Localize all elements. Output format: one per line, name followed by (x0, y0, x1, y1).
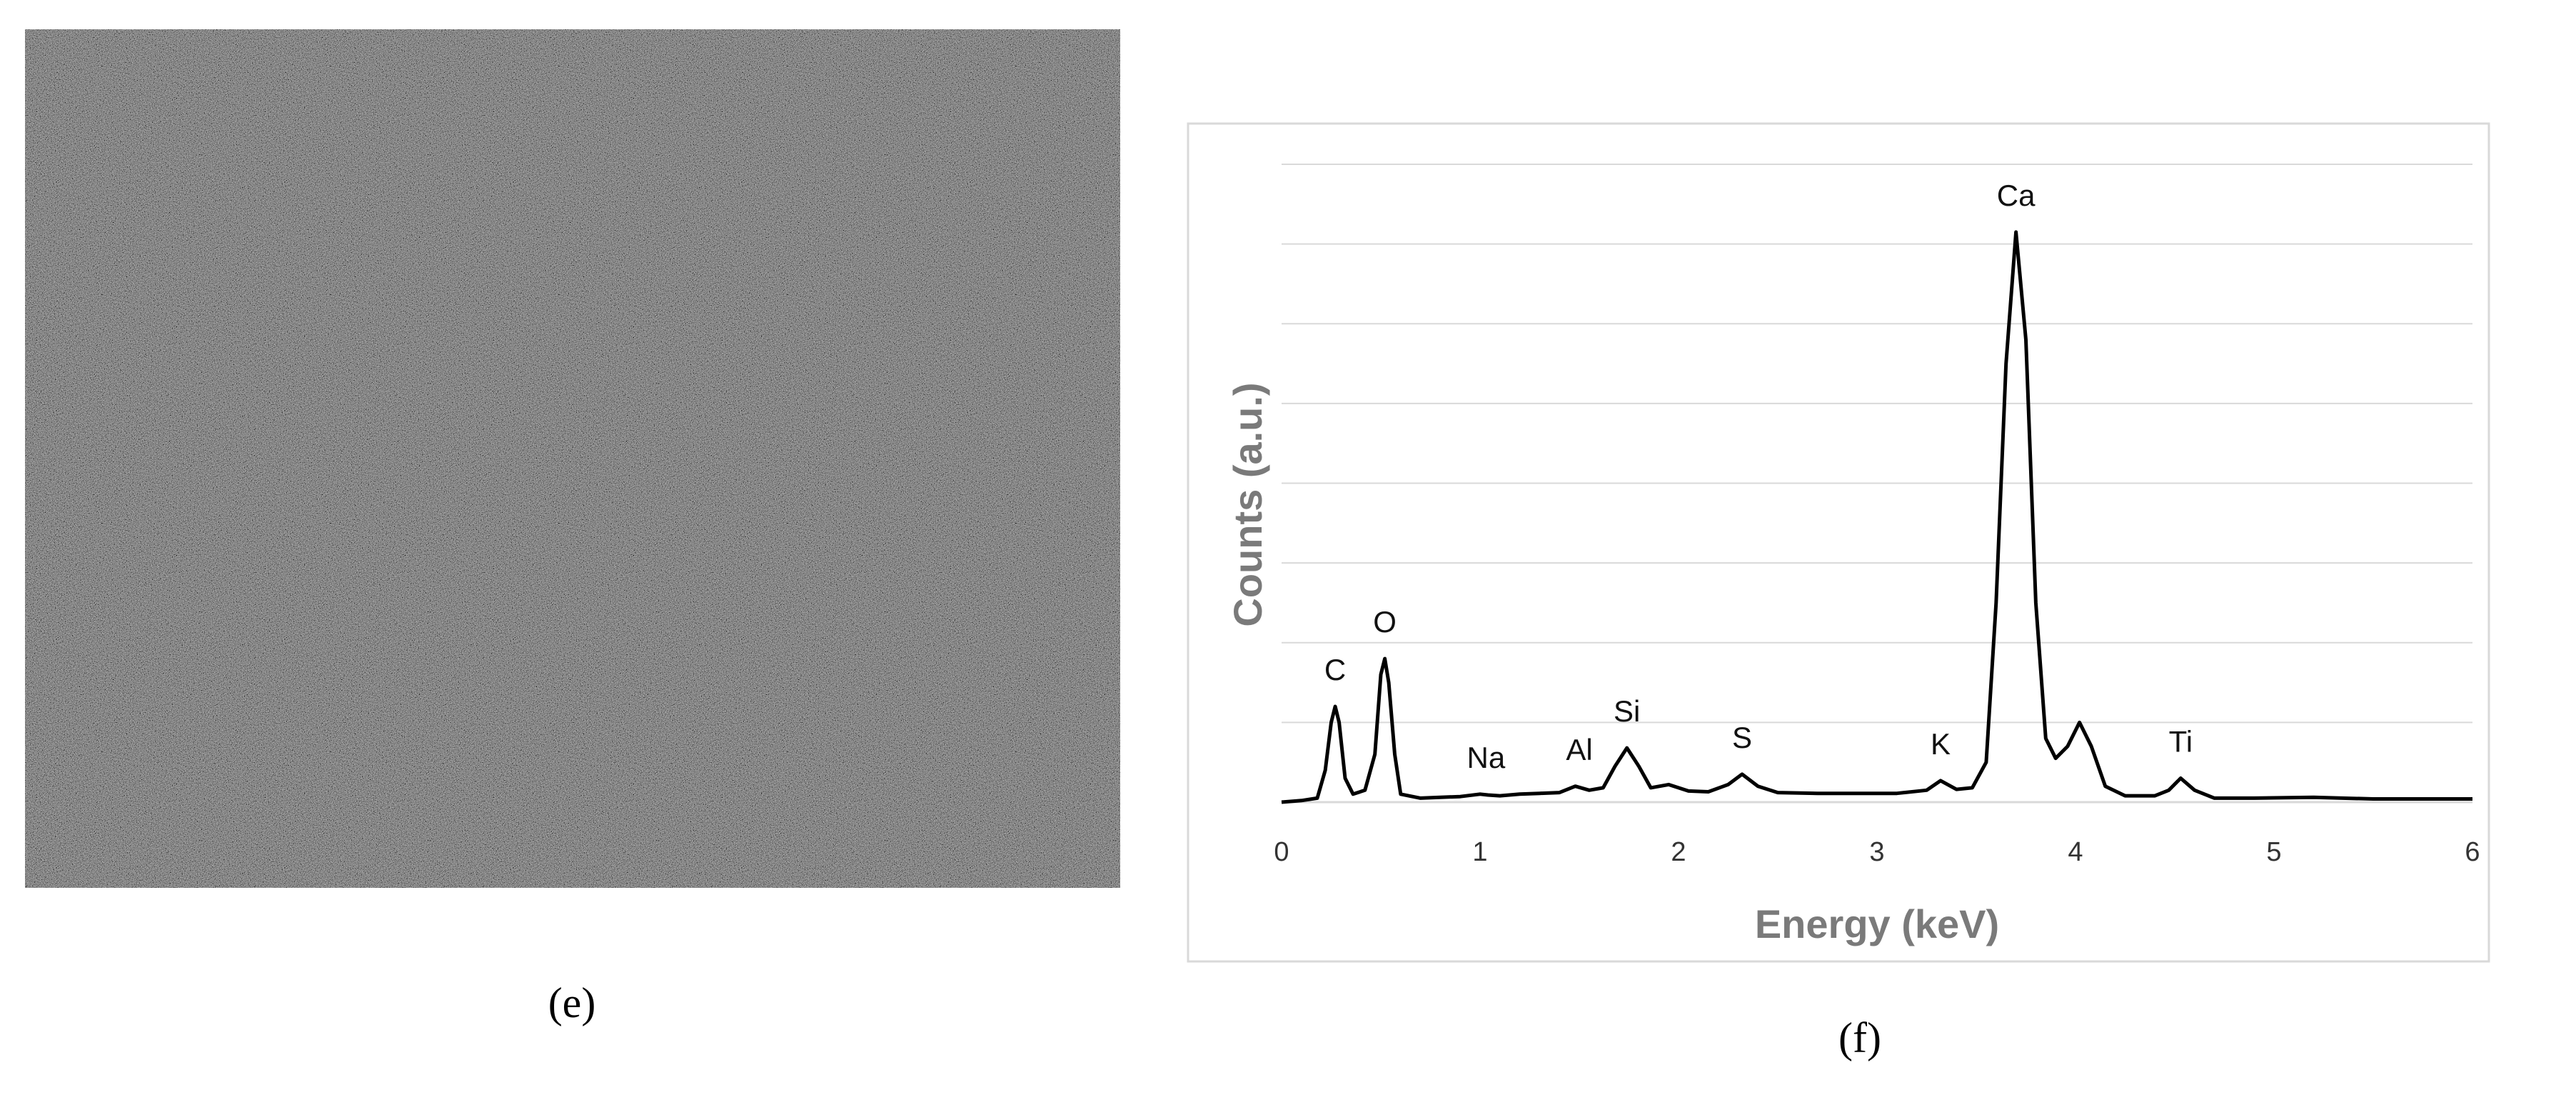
spectrum-line (1281, 230, 2472, 804)
x-tick-label: 2 (1671, 837, 1686, 867)
panel-label: (e) (548, 979, 596, 1026)
sem-image (25, 29, 1120, 888)
peak-label: Ti (2169, 725, 2193, 759)
peak-label: C (1324, 653, 1346, 686)
peak-label: Si (1614, 694, 1640, 728)
peak-label: Na (1466, 741, 1505, 774)
chart-frame (1187, 122, 2490, 963)
x-tick-label: 4 (2068, 837, 2083, 867)
x-tick-label: 6 (2465, 837, 2480, 867)
peak-label: Al (1566, 733, 1592, 766)
peak-label: K (1931, 727, 1951, 761)
x-tick-label: 1 (1472, 837, 1487, 867)
y-axis-title: Counts (a.u.) (1225, 382, 1270, 626)
x-tick-label: 5 (2266, 837, 2281, 867)
x-tick-label: 3 (1869, 837, 1884, 867)
panel-label: (f) (1838, 1014, 1881, 1061)
peak-label: O (1373, 605, 1397, 639)
x-tick-label: 0 (1274, 837, 1289, 867)
peak-label: Ca (1997, 179, 2036, 212)
peak-label: S (1732, 721, 1752, 754)
x-axis-title: Energy (keV) (1755, 901, 1999, 946)
